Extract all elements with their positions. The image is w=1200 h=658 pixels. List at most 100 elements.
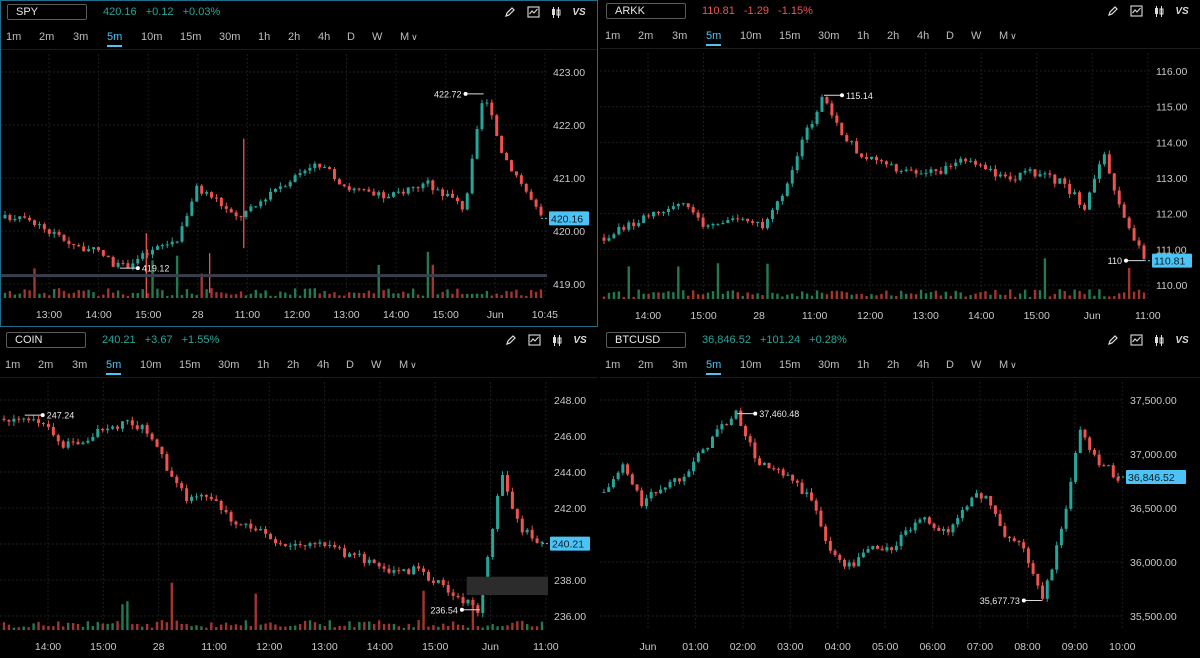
timeframe-10m[interactable]: 10m: [141, 31, 163, 43]
timeframe-4h[interactable]: 4h: [917, 359, 930, 371]
chevron-down-icon[interactable]: ∨: [1010, 360, 1017, 370]
timeframe-d[interactable]: D: [347, 31, 355, 43]
timeframe-5m[interactable]: 5m: [706, 30, 722, 46]
volume-bar: [66, 622, 70, 630]
symbol-input[interactable]: SPY: [7, 4, 87, 20]
candle-icon[interactable]: [1151, 332, 1167, 348]
timeframe-2h[interactable]: 2h: [287, 359, 300, 371]
chart-icon[interactable]: [525, 4, 541, 20]
timeframe-1m[interactable]: 1m: [605, 359, 621, 371]
timeframe-3m[interactable]: 3m: [672, 359, 688, 371]
timeframe-3m[interactable]: 3m: [72, 359, 88, 371]
candle: [382, 566, 386, 569]
timeframe-2m[interactable]: 2m: [638, 30, 654, 42]
timeframe-30m[interactable]: 30m: [818, 359, 840, 371]
symbol-input[interactable]: ARKK: [606, 3, 686, 19]
price-chart[interactable]: 37,500.00 37,000.00 36,500.00 36,000.00 35,5…: [600, 378, 1200, 658]
candle: [805, 492, 809, 494]
pencil-icon[interactable]: [502, 4, 518, 20]
price-chart[interactable]: 116.00115.00114.00113.00112.00111.00110.…: [600, 49, 1200, 327]
timeframe-m[interactable]: M ∨: [999, 359, 1017, 371]
timeframe-5m[interactable]: 5m: [106, 359, 122, 375]
timeframe-d[interactable]: D: [946, 30, 954, 42]
timeframe-15m[interactable]: 15m: [779, 359, 801, 371]
timeframe-2h[interactable]: 2h: [288, 31, 301, 43]
timeframe-d[interactable]: D: [346, 359, 354, 371]
vs-icon[interactable]: VS: [1175, 334, 1189, 346]
annotation-dot: [463, 91, 468, 96]
symbol-input[interactable]: COIN: [6, 332, 86, 348]
timeframe-15m[interactable]: 15m: [179, 359, 201, 371]
timeframe-2m[interactable]: 2m: [638, 359, 654, 371]
timeframe-w[interactable]: W: [371, 359, 382, 371]
chart-pane-coin[interactable]: COIN 240.21 +3.67 +1.55% VS 1m 2m 3m 5m 10m 1…: [0, 329, 598, 658]
timeframe-1h[interactable]: 1h: [258, 31, 271, 43]
timeframe-5m[interactable]: 5m: [107, 31, 123, 47]
vs-icon[interactable]: VS: [1175, 5, 1189, 17]
chart-pane-btcusd[interactable]: BTCUSD 36,846.52 +101.24 +0.28% VS 1m 2m 3…: [600, 329, 1200, 658]
chart-icon[interactable]: [1128, 332, 1144, 348]
timeframe-1m[interactable]: 1m: [6, 31, 22, 43]
timeframe-2m[interactable]: 2m: [39, 31, 55, 43]
candle-icon[interactable]: [549, 332, 565, 348]
timeframe-10m[interactable]: 10m: [740, 30, 762, 42]
timeframe-10m[interactable]: 10m: [740, 359, 762, 371]
candle: [1036, 573, 1040, 586]
x-axis-label: 12:00: [857, 310, 883, 322]
timeframe-2m[interactable]: 2m: [38, 359, 54, 371]
timeframe-w[interactable]: W: [971, 359, 982, 371]
timeframe-4h[interactable]: 4h: [318, 31, 331, 43]
candle: [249, 523, 253, 529]
pencil-icon[interactable]: [503, 332, 519, 348]
price-chart[interactable]: 248.00246.00244.00242.00240.00238.00236.…: [0, 378, 598, 658]
timeframe-d[interactable]: D: [946, 359, 954, 371]
timeframe-15m[interactable]: 15m: [779, 30, 801, 42]
pencil-icon[interactable]: [1105, 332, 1121, 348]
timeframe-4h[interactable]: 4h: [317, 359, 330, 371]
timeframe-1m[interactable]: 1m: [605, 30, 621, 42]
timeframe-3m[interactable]: 3m: [73, 31, 89, 43]
vs-icon[interactable]: VS: [572, 6, 586, 18]
symbol-input[interactable]: BTCUSD: [606, 332, 686, 348]
volume-bar: [1028, 296, 1032, 299]
timeframe-5m[interactable]: 5m: [706, 359, 722, 375]
chevron-down-icon[interactable]: ∨: [410, 360, 417, 370]
price-chart[interactable]: 423.00 422.00 421.00 420.00 419.00 13:00 14:00…: [1, 50, 597, 326]
timeframe-m[interactable]: M ∨: [400, 31, 418, 43]
timeframe-1h[interactable]: 1h: [857, 30, 870, 42]
timeframe-m[interactable]: M ∨: [999, 30, 1017, 42]
timeframe-30m[interactable]: 30m: [219, 31, 241, 43]
chart-pane-spy[interactable]: SPY 420.16 +0.12 +0.03% VS 1m 2m 3m 5m 10m 15…: [0, 0, 598, 327]
candle: [790, 170, 794, 184]
timeframe-2h[interactable]: 2h: [887, 359, 900, 371]
candle-icon[interactable]: [548, 4, 564, 20]
timeframe-30m[interactable]: 30m: [218, 359, 240, 371]
volume-bar: [210, 288, 213, 298]
timeframe-4h[interactable]: 4h: [917, 30, 930, 42]
vs-icon[interactable]: VS: [573, 334, 587, 346]
pencil-icon[interactable]: [1105, 3, 1121, 19]
candle-icon[interactable]: [1151, 3, 1167, 19]
timeframe-m[interactable]: M ∨: [399, 359, 417, 371]
candle: [1028, 169, 1032, 171]
timeframe-15m[interactable]: 15m: [180, 31, 202, 43]
chevron-down-icon[interactable]: ∨: [411, 32, 418, 42]
timeframe-3m[interactable]: 3m: [672, 30, 688, 42]
chart-icon[interactable]: [526, 332, 542, 348]
timeframe-30m[interactable]: 30m: [818, 30, 840, 42]
timeframe-w[interactable]: W: [372, 31, 383, 43]
candle: [975, 493, 979, 498]
timeframe-1h[interactable]: 1h: [257, 359, 270, 371]
candle: [490, 102, 494, 116]
candle: [1112, 173, 1116, 191]
chart-pane-arkk[interactable]: ARKK 110.81 -1.29 -1.15% VS 1m 2m 3m 5m 10m 1…: [600, 0, 1200, 327]
chart-icon[interactable]: [1128, 3, 1144, 19]
timeframe-1h[interactable]: 1h: [857, 359, 870, 371]
volume-bar: [875, 295, 878, 299]
candle: [264, 199, 268, 202]
timeframe-10m[interactable]: 10m: [140, 359, 162, 371]
chevron-down-icon[interactable]: ∨: [1010, 31, 1017, 41]
timeframe-w[interactable]: W: [971, 30, 982, 42]
timeframe-2h[interactable]: 2h: [887, 30, 900, 42]
timeframe-1m[interactable]: 1m: [5, 359, 21, 371]
